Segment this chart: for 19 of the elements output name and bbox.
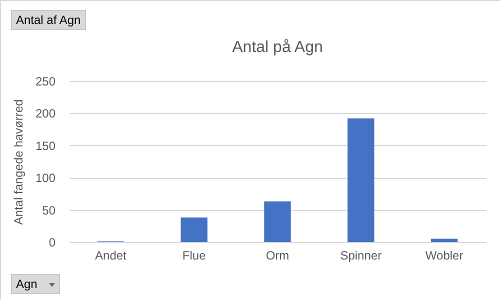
- bar: [430, 238, 458, 242]
- y-tick-label: 0: [48, 236, 56, 250]
- y-tick-label: 250: [35, 74, 56, 88]
- x-tick-label: Spinner: [340, 248, 382, 262]
- field-dropdown: Agn: [11, 274, 60, 294]
- field-button: Antal af Agn: [11, 10, 86, 30]
- chart-title: Antal på Agn: [232, 39, 323, 56]
- x-tick-label: Wobler: [425, 248, 464, 262]
- y-tick-label: 100: [35, 171, 56, 186]
- y-tick-label: 50: [42, 203, 56, 218]
- x-tick-label: Flue: [182, 248, 206, 262]
- bar: [348, 118, 374, 242]
- y-tick-label: 200: [35, 106, 56, 121]
- bar: [264, 201, 291, 242]
- x-tick-label: Andet: [95, 248, 128, 262]
- y-axis-title: Antal fangede havørred: [11, 99, 26, 225]
- y-tick-label: 150: [35, 138, 56, 153]
- x-tick-label: Orm: [266, 248, 290, 262]
- bar: [180, 218, 208, 242]
